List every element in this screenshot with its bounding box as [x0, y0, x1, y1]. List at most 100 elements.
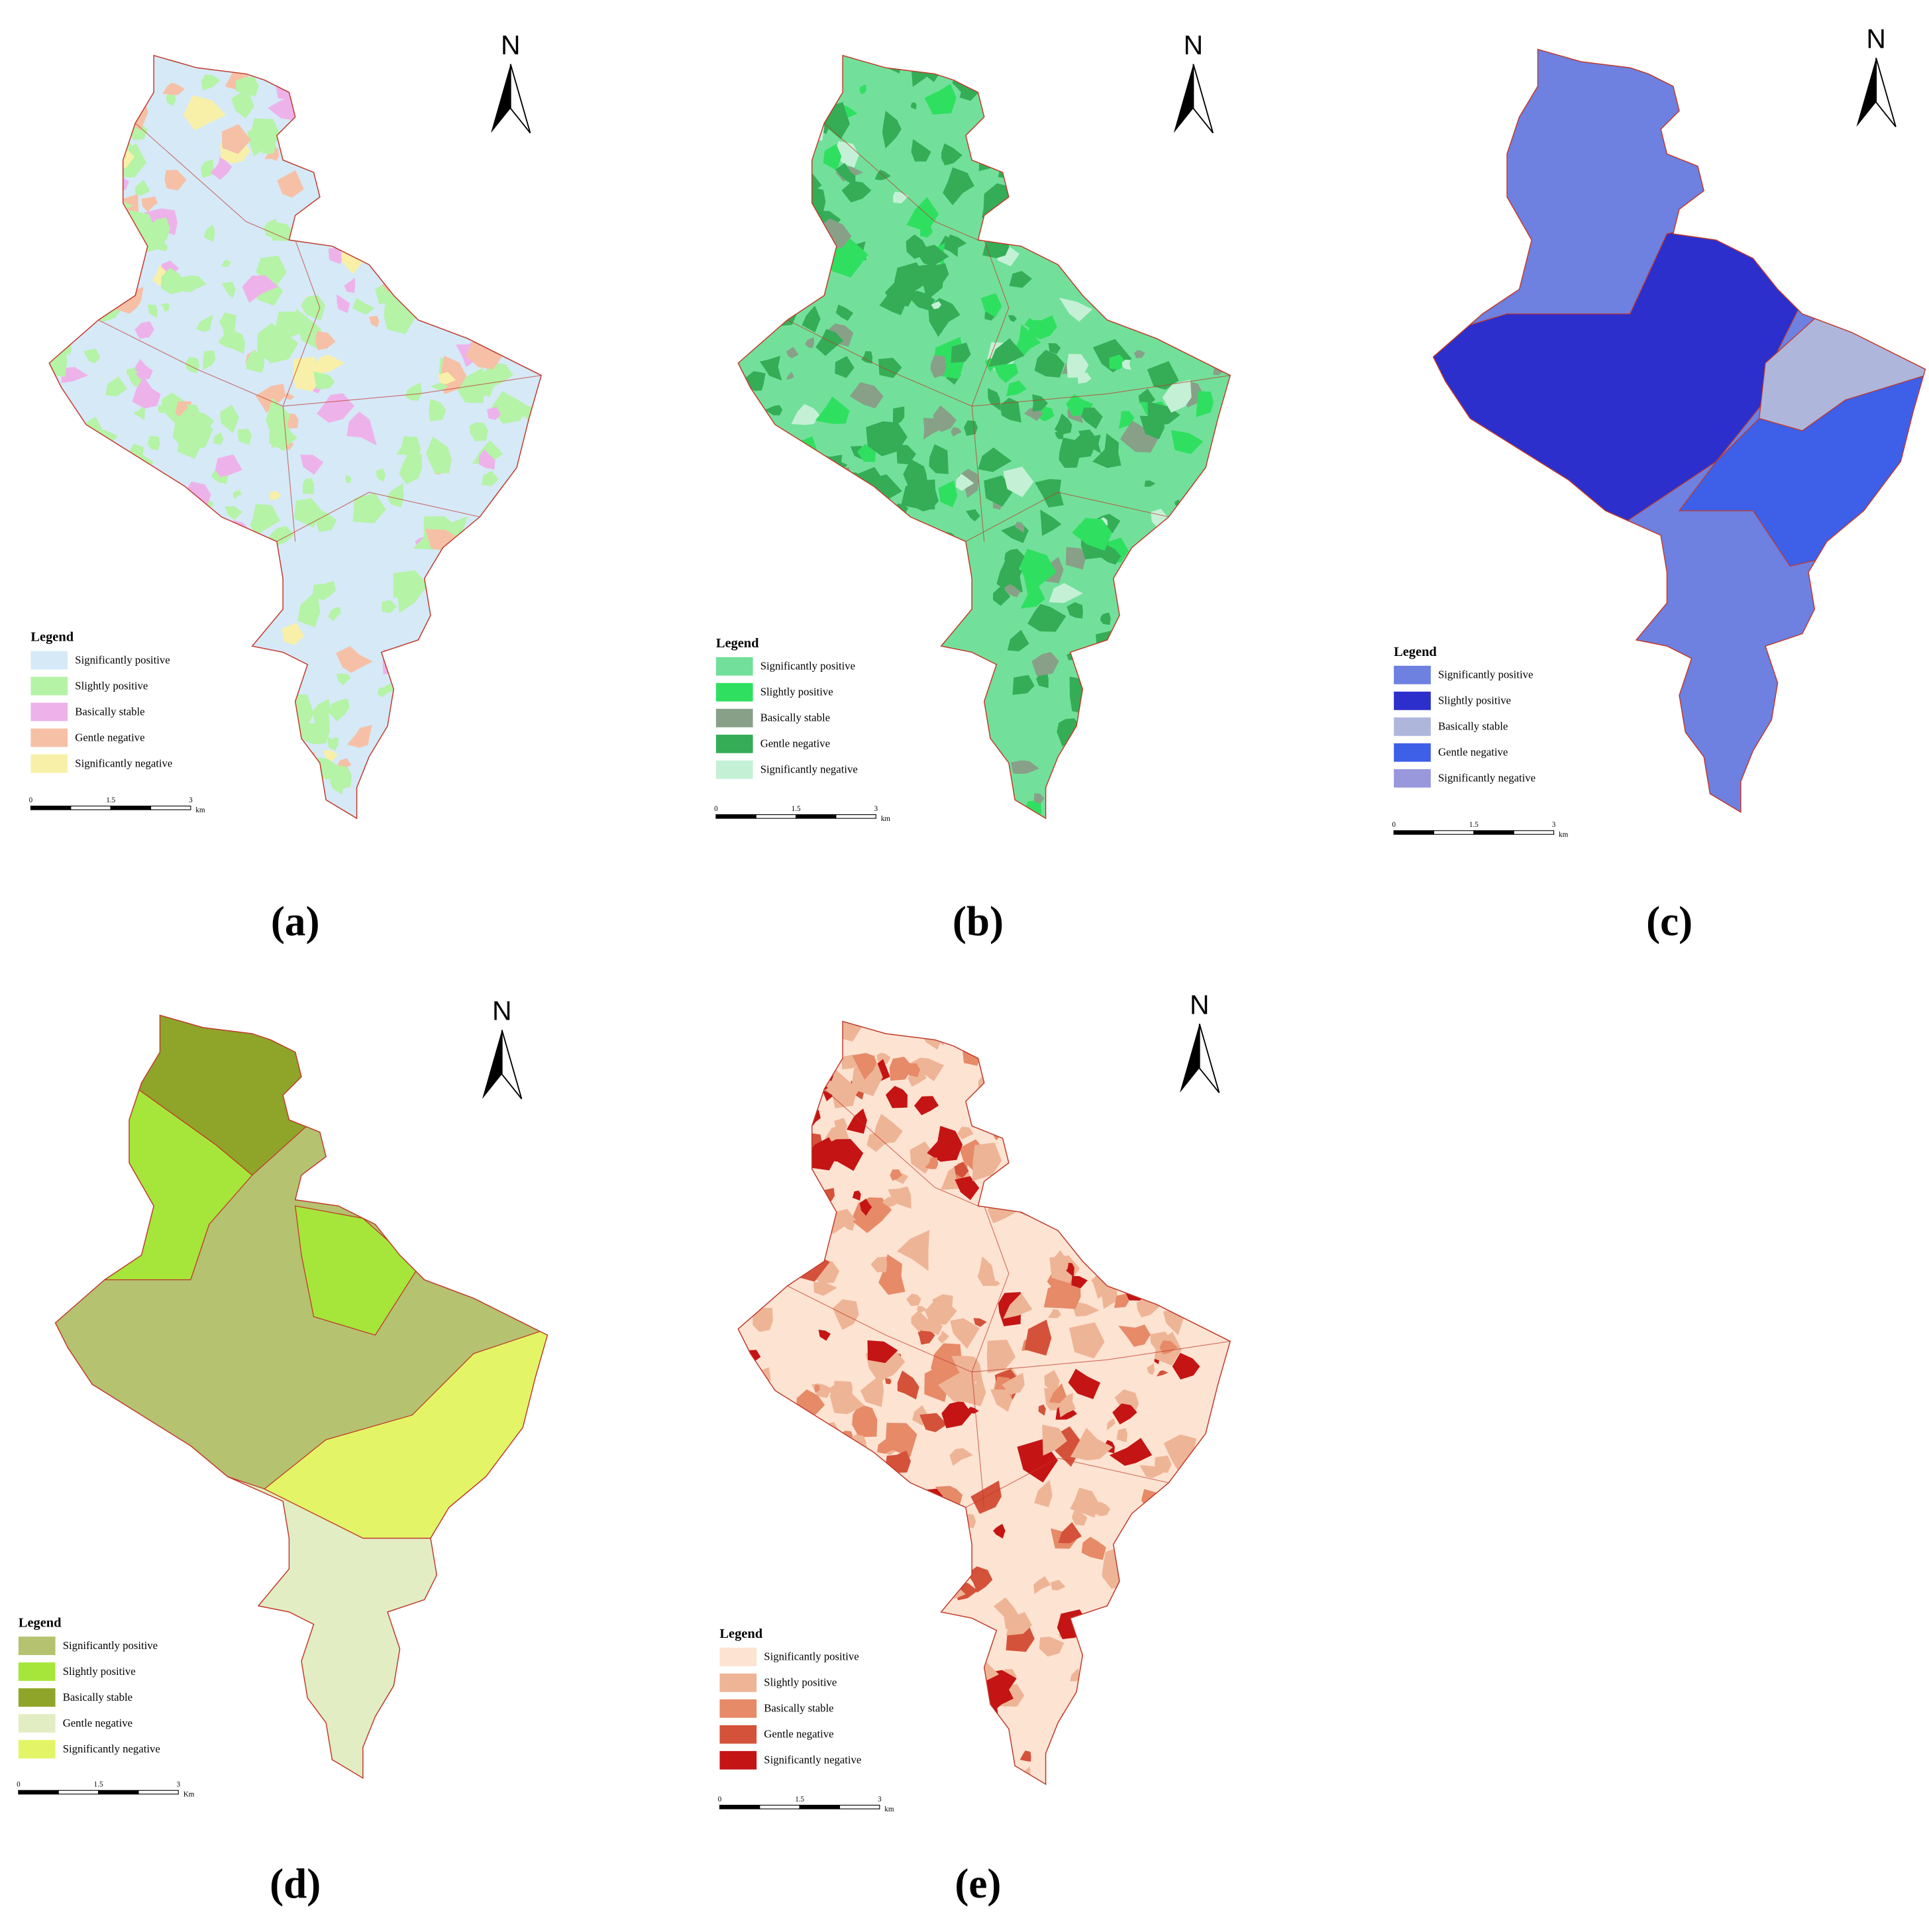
map-patch	[1082, 133, 1096, 146]
map-patch	[919, 1660, 928, 1672]
scale-segment	[150, 806, 191, 810]
map-patch	[931, 301, 942, 309]
map-patch	[219, 786, 240, 812]
map-patch	[932, 1294, 953, 1321]
map-patch	[396, 288, 408, 297]
map-patch	[498, 258, 538, 289]
map-patch	[1095, 630, 1121, 651]
map-patch	[859, 1199, 872, 1216]
map-patch	[1048, 343, 1061, 354]
map-patch	[431, 785, 439, 796]
map-patch	[880, 774, 915, 800]
map-patch	[1200, 748, 1231, 777]
map-patch	[1078, 1218, 1100, 1244]
map-patch	[939, 1509, 958, 1521]
map-patch	[1080, 743, 1118, 775]
legend-swatch	[30, 728, 68, 747]
map-patch	[760, 1021, 793, 1057]
map-patch	[1068, 1368, 1101, 1399]
map-patch	[908, 1638, 925, 1661]
map-patch	[405, 382, 422, 402]
map-patch	[852, 1053, 876, 1080]
scale-label: km	[884, 1805, 894, 1813]
map-patch	[85, 486, 102, 502]
map-patch	[787, 191, 806, 215]
map-patch	[458, 752, 470, 770]
map-patch	[495, 268, 519, 294]
map-patch	[1081, 1197, 1090, 1208]
map-patch	[786, 347, 799, 358]
map-patch	[1047, 1782, 1062, 1784]
panel-label: (d)	[270, 1860, 321, 1907]
map-patch	[298, 715, 330, 745]
map-patch	[115, 631, 132, 646]
map-patch	[982, 199, 1008, 227]
map-patch	[836, 486, 870, 516]
map-patch	[1014, 521, 1025, 533]
map-patch	[244, 731, 272, 770]
map-patch	[1055, 1021, 1069, 1041]
map-patch	[219, 803, 256, 819]
map-patch	[1038, 1404, 1046, 1416]
north-arrow	[1856, 58, 1877, 127]
map-patch	[1128, 1229, 1152, 1261]
map-patch	[432, 571, 459, 600]
map-patch	[242, 275, 279, 303]
map-patch	[377, 683, 394, 698]
map-patch	[215, 55, 221, 64]
map-patch	[1221, 1060, 1229, 1071]
map-patch	[201, 159, 214, 178]
map-patch	[204, 731, 236, 765]
map-patch	[526, 268, 541, 286]
map-patch	[300, 295, 326, 321]
map-patch	[891, 578, 910, 592]
legend-label: Basically stable	[764, 1702, 833, 1715]
legend-label: Basically stable	[760, 712, 830, 724]
map-patch	[83, 242, 100, 263]
map-patch	[1004, 584, 1021, 598]
map-patch	[1059, 744, 1099, 774]
map-patch	[749, 1448, 780, 1466]
map-patch	[738, 1276, 758, 1300]
map-patch	[1003, 466, 1034, 498]
scale-segment	[138, 1790, 179, 1795]
map-patch	[1018, 1028, 1037, 1045]
map-patch	[265, 722, 293, 763]
map-patch	[275, 311, 307, 340]
north-arrow	[1875, 58, 1897, 128]
map-patch	[823, 144, 842, 171]
scale-label: 3	[189, 796, 193, 804]
map-patch	[1088, 256, 1117, 289]
map-patch	[201, 535, 234, 557]
map-patch	[481, 362, 513, 388]
map-patch	[938, 480, 958, 508]
map-patch	[160, 303, 169, 312]
map-patch	[1136, 804, 1153, 819]
map-patch	[801, 1021, 823, 1043]
map-patch	[49, 425, 60, 443]
map-patch	[806, 1023, 831, 1054]
map-patch	[1127, 1716, 1143, 1736]
map-patch	[910, 1637, 933, 1661]
map-patch	[974, 55, 993, 66]
legend-title: Legend	[30, 630, 74, 645]
scale-segment	[835, 814, 876, 819]
map-patch	[1173, 1646, 1202, 1680]
map-patch	[508, 540, 525, 558]
map-patch	[919, 1413, 947, 1432]
map-patch	[899, 1523, 927, 1549]
map-patch	[1171, 430, 1204, 455]
map-patch	[785, 68, 819, 101]
map-patch	[947, 1634, 967, 1650]
map-patch	[949, 1448, 973, 1466]
map-patch	[1143, 265, 1167, 296]
map-patch	[323, 750, 339, 762]
map-patch	[800, 1222, 827, 1246]
map-patch	[252, 798, 279, 819]
map-patch	[951, 427, 962, 437]
map-patch	[59, 202, 74, 215]
map-patch	[1059, 297, 1093, 322]
map-patch	[391, 146, 416, 168]
map-patch	[1081, 407, 1103, 429]
map-patch	[1095, 204, 1111, 229]
